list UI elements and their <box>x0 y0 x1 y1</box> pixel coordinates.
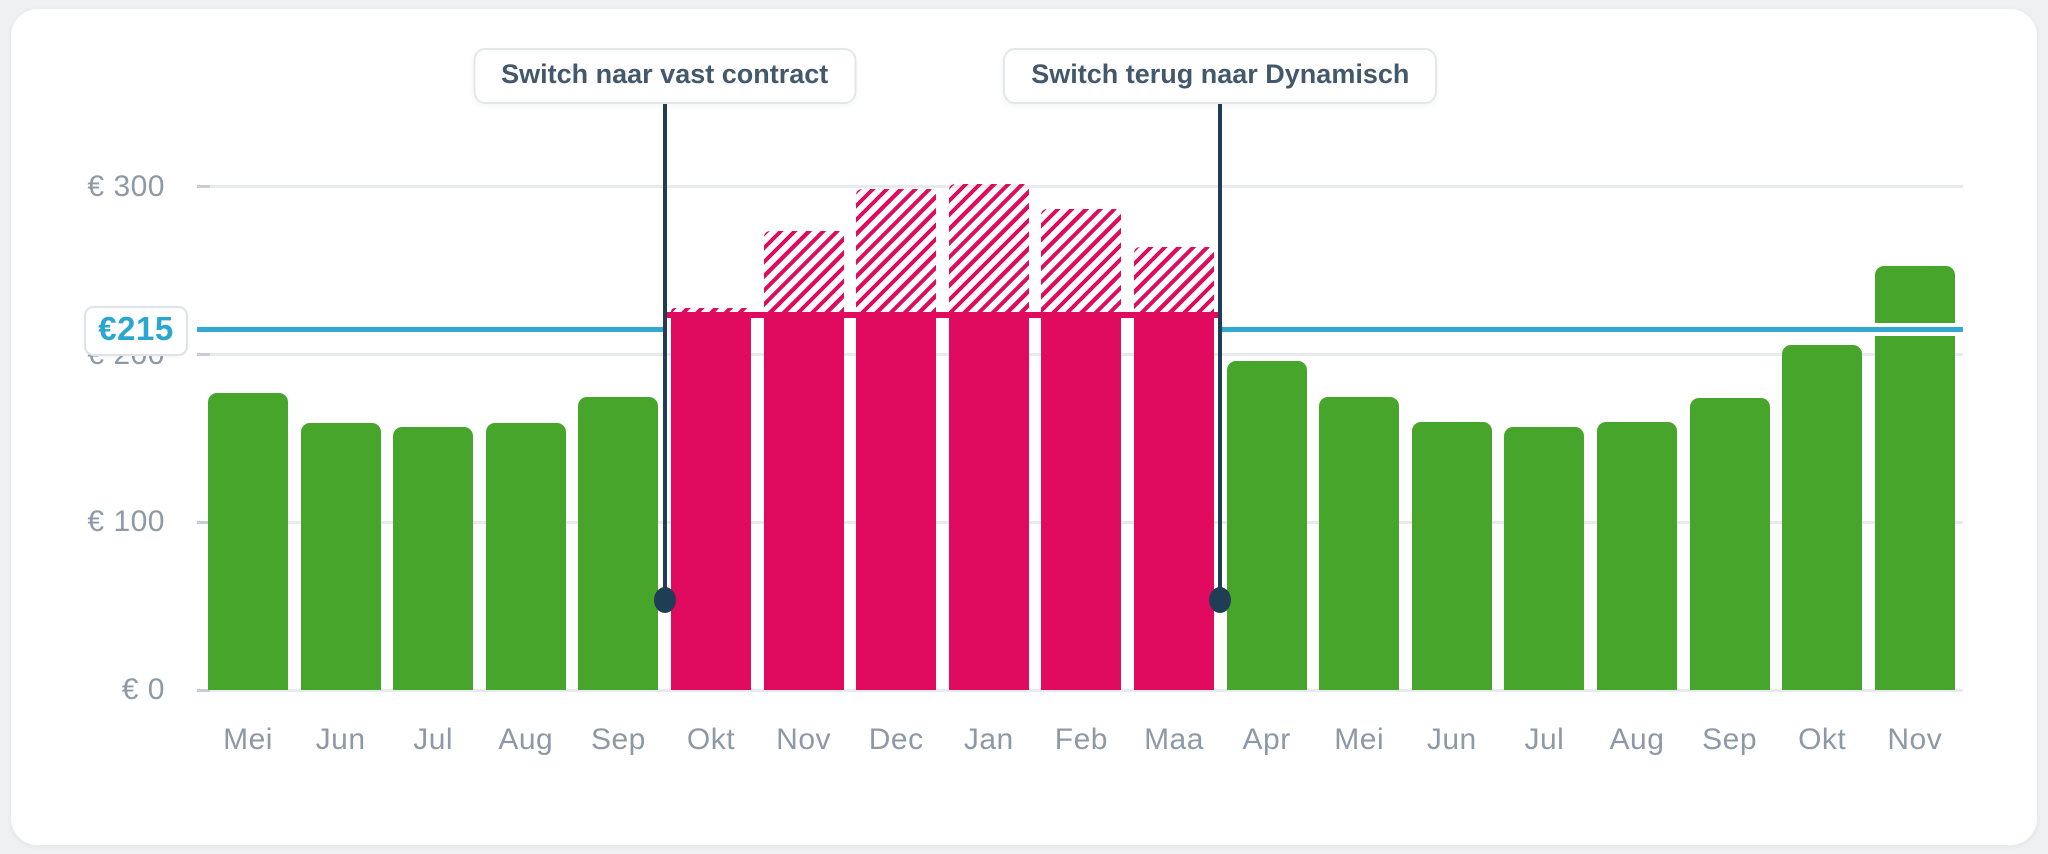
month-label-nov-6: Nov <box>776 723 832 756</box>
bar-fixed-nov-6 <box>763 317 844 690</box>
bar-nov-18 <box>1874 265 1955 690</box>
axis-tick-0 <box>197 688 210 692</box>
bar-fixed-feb-9 <box>1041 317 1122 690</box>
hatch-feb-9 <box>1041 208 1122 312</box>
switch-dot-1 <box>653 587 676 613</box>
bar-fixed-maa-10 <box>1134 317 1214 690</box>
axis-tick-100 <box>197 520 210 524</box>
month-label-maa-10: Maa <box>1144 723 1204 756</box>
y-axis-label-0: € 0 <box>121 673 165 706</box>
month-label-aug-15: Aug <box>1609 723 1665 756</box>
hatch-okt-5 <box>671 307 751 312</box>
month-label-jan-8: Jan <box>963 723 1014 756</box>
switch-dropline-1 <box>662 100 667 600</box>
month-label-nov-18: Nov <box>1887 723 1943 756</box>
y-axis-label-100: € 100 <box>87 505 165 539</box>
bar-fixed-jan-8 <box>948 317 1029 690</box>
bar-sep-4 <box>578 396 659 690</box>
reference-line-right-segment <box>1220 322 1963 336</box>
bar-fixed-okt-5 <box>671 317 751 690</box>
bar-fixed-dec-7 <box>856 317 937 690</box>
bar-mei-0 <box>208 393 288 690</box>
month-label-jun-13: Jun <box>1426 723 1477 756</box>
bar-aug-15 <box>1597 421 1677 690</box>
y-axis-label-300: € 300 <box>87 169 165 203</box>
hatch-jan-8 <box>948 183 1029 312</box>
bar-jul-14 <box>1504 426 1585 690</box>
bar-apr-11 <box>1226 361 1307 690</box>
month-label-mei-0: Mei <box>223 723 273 756</box>
annotation-box-switch-to-fixed: Switch naar vast contract <box>473 48 857 104</box>
hatch-nov-6 <box>763 230 844 312</box>
month-label-aug-3: Aug <box>498 723 554 756</box>
month-label-jul-2: Jul <box>413 723 454 756</box>
month-label-jun-1: Jun <box>315 723 366 756</box>
month-label-mei-12: Mei <box>1334 723 1385 756</box>
fixed-price-ribbon <box>664 311 1221 318</box>
bar-jun-1 <box>300 423 381 690</box>
gridline-0 <box>197 688 1963 692</box>
bar-jul-2 <box>393 426 474 690</box>
axis-tick-300 <box>197 185 210 189</box>
bar-aug-3 <box>485 423 566 690</box>
eur215-badge: €215 <box>84 306 188 357</box>
month-label-feb-9: Feb <box>1054 723 1108 756</box>
bar-mei-12 <box>1319 396 1400 690</box>
bar-sep-16 <box>1689 398 1770 690</box>
month-label-sep-4: Sep <box>590 723 646 756</box>
switch-dot-2 <box>1209 587 1232 613</box>
switch-dropline-2 <box>1218 100 1223 600</box>
reference-line-left-segment <box>197 322 665 336</box>
month-label-okt-17: Okt <box>1798 723 1847 756</box>
gridline-300 <box>197 185 1963 189</box>
month-label-jul-14: Jul <box>1524 723 1565 756</box>
month-label-sep-16: Sep <box>1702 723 1758 756</box>
month-label-okt-5: Okt <box>686 723 736 756</box>
bar-jun-13 <box>1411 421 1492 690</box>
bar-okt-17 <box>1782 344 1863 690</box>
annotation-box-switch-back: Switch terug naar Dynamisch <box>1003 48 1438 104</box>
month-label-dec-7: Dec <box>868 723 924 756</box>
hatch-dec-7 <box>856 188 937 312</box>
axis-tick-200 <box>197 353 210 357</box>
hatch-maa-10 <box>1134 247 1214 312</box>
month-label-apr-11: Apr <box>1242 723 1291 756</box>
